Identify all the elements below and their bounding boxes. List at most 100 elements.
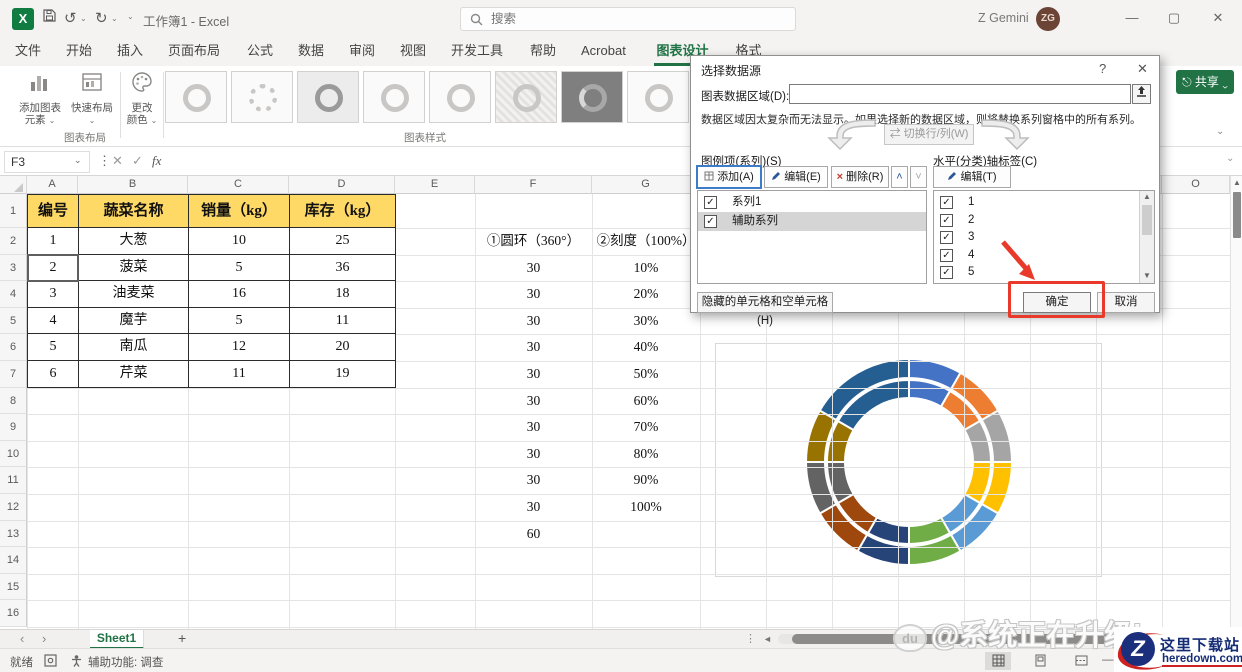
ribbon-tab-插入[interactable]: 插入 [117,43,144,58]
row-header-1[interactable]: 1 [0,194,27,228]
checkbox-icon[interactable]: ✓ [940,196,953,209]
row-header-12[interactable]: 12 [0,494,27,521]
add-series-button[interactable]: 添加(A) [696,165,762,189]
checkbox-icon[interactable]: ✓ [940,231,953,244]
ribbon-tab-帮助[interactable]: 帮助 [530,43,557,58]
row-header-6[interactable]: 6 [0,334,27,361]
checkbox-icon[interactable]: ✓ [940,213,953,227]
row-header-16[interactable]: 16 [0,600,27,627]
hidden-cells-button[interactable]: 隐藏的单元格和空单元格(H) [697,292,833,327]
save-icon[interactable] [42,8,57,30]
axis-item-3[interactable]: ✓ 3 [934,228,1154,247]
search-box[interactable] [460,7,796,31]
series-item-辅助系列[interactable]: ✓ 辅助系列 [698,212,926,231]
row-header-11[interactable]: 11 [0,467,27,494]
chart-style-thumb-6[interactable] [495,71,557,123]
row-header-3[interactable]: 3 [0,254,27,282]
ribbon-tab-格式[interactable]: 格式 [735,43,762,58]
add-chart-element-button[interactable]: 添加图表 元素 ⌄ [16,70,64,134]
prev-sheet-icon[interactable]: ‹ [20,631,25,646]
splitter-dots-icon[interactable]: ⋮ [745,633,756,645]
chart-style-thumb-4[interactable] [363,71,425,123]
donut-segment-系列1-11[interactable] [836,378,910,432]
share-button[interactable]: ⎋ 共享 ⌄ [1176,70,1234,94]
checkbox-icon[interactable]: ✓ [704,215,717,228]
scroll-left-icon[interactable]: ◄ [763,634,772,644]
ribbon-tab-开始[interactable]: 开始 [66,43,93,58]
axis-list-scrollbar[interactable]: ▲ ▼ [1139,191,1154,283]
column-header-E[interactable]: E [395,176,475,194]
search-input[interactable] [491,9,781,29]
row-header-15[interactable]: 15 [0,573,27,601]
column-header-G[interactable]: G [592,176,700,194]
close-button[interactable]: ✕ [1212,10,1224,25]
checkbox-icon[interactable]: ✓ [940,266,953,279]
chart-range-input[interactable] [789,84,1131,104]
column-header-B[interactable]: B [78,176,188,194]
undo-caret-icon[interactable]: ⌄ [80,14,87,23]
sheet-grid[interactable]: 1 2 3 4 5 6 7 8 9 10 11 12 13 14 15 16 编号 蔬菜名称 销量（kg） 库存（kg… [0,194,1242,629]
name-box[interactable]: F3 [4,151,90,173]
axis-item-4[interactable]: ✓ 4 [934,246,1154,265]
horizontal-scrollbar[interactable] [778,634,1138,644]
ribbon-tab-页面布局[interactable]: 页面布局 [168,43,221,58]
minimize-button[interactable]: — [1125,10,1139,25]
scroll-up-icon[interactable]: ▲ [1233,178,1241,187]
row-header-10[interactable]: 10 [0,440,27,468]
row-header-5[interactable]: 5 [0,307,27,335]
page-layout-view-icon[interactable] [1027,652,1053,670]
formula-bar-expand-icon[interactable]: ⌄ [1226,153,1235,164]
row-header-13[interactable]: 13 [0,520,27,548]
chart-style-thumb-3[interactable] [297,71,359,123]
axis-labels-list[interactable]: ▲ ▼ ✓ 1 ✓ 2 ✓ 3 ✓ 4 ✓ 5 [933,190,1155,284]
zoom-out-icon[interactable]: — [1102,654,1114,666]
excel-app-icon[interactable]: X [12,8,34,30]
macro-record-icon[interactable] [44,654,57,670]
column-header-C[interactable]: C [188,176,289,194]
ribbon-tab-开发工具[interactable]: 开发工具 [451,43,504,58]
switch-row-column-button[interactable]: ⇄ 切换行/列(W) [884,124,974,145]
column-header-O[interactable]: O [1162,176,1230,194]
ribbon-tab-视图[interactable]: 视图 [400,43,427,58]
checkbox-icon[interactable]: ✓ [940,248,953,262]
row-header-9[interactable]: 9 [0,414,27,441]
series-item-系列1[interactable]: ✓ 系列1 [698,193,926,212]
dialog-close-icon[interactable]: ✕ [1137,61,1148,76]
vertical-scrollbar[interactable]: ▲ [1230,176,1242,629]
redo-caret-icon[interactable]: ⌄ [111,14,118,23]
gallery-more-icon[interactable]: ⌄ [1216,126,1225,137]
page-break-view-icon[interactable] [1068,652,1094,670]
ribbon-tab-文件[interactable]: 文件 [15,43,42,58]
axis-item-5[interactable]: ✓ 5 [934,263,1154,282]
cancel-entry-icon[interactable]: ✕ [112,153,123,168]
confirm-entry-icon[interactable]: ✓ [132,153,143,168]
ribbon-tab-Acrobat[interactable]: Acrobat [581,43,626,58]
scroll-down-icon[interactable]: ▼ [1143,271,1151,280]
row-header-14[interactable]: 14 [0,547,27,574]
ribbon-tab-数据[interactable]: 数据 [298,43,325,58]
ok-button[interactable]: 确定 [1023,292,1091,313]
maximize-button[interactable]: ▢ [1167,10,1181,25]
select-all-corner[interactable] [0,176,27,194]
move-up-button[interactable]: ˄ [891,166,908,188]
row-header-2[interactable]: 2 [0,228,27,255]
column-header-A[interactable]: A [27,176,78,194]
accessibility-icon[interactable] [70,654,83,670]
delete-series-button[interactable]: × 删除(R) [831,166,889,188]
user-avatar[interactable]: ZG [1036,7,1060,31]
insert-function-icon[interactable]: fx [152,153,162,168]
move-down-button[interactable]: ˅ [910,166,927,188]
chart-style-thumb-2[interactable] [231,71,293,123]
row-header-8[interactable]: 8 [0,387,27,415]
chart-style-thumb-7[interactable] [561,71,623,123]
checkbox-icon[interactable]: ✓ [704,196,717,209]
edit-series-button[interactable]: 编辑(E) [764,166,828,188]
chart-style-thumb-8[interactable] [627,71,689,123]
axis-item-1[interactable]: ✓ 1 [934,193,1154,212]
cancel-button[interactable]: 取消 [1097,292,1155,313]
axis-scroll-thumb[interactable] [1142,205,1152,235]
ribbon-tab-审阅[interactable]: 审阅 [349,43,376,58]
ribbon-tab-图表设计[interactable]: 图表设计 [653,38,712,66]
scroll-up-icon[interactable]: ▲ [1143,192,1151,201]
name-box-caret-icon[interactable]: ⌄ [74,155,82,165]
